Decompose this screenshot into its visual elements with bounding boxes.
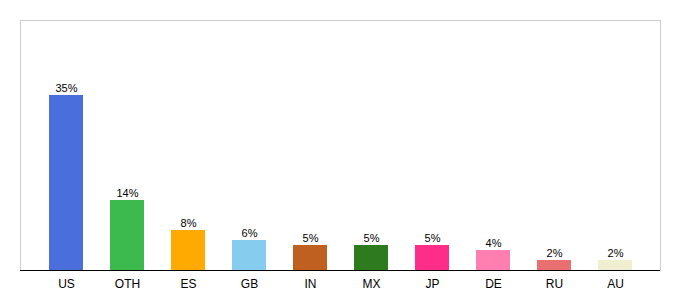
svg-text:6%: 6% <box>242 227 258 239</box>
svg-text:AU: AU <box>607 277 624 291</box>
svg-text:2%: 2% <box>608 247 624 259</box>
svg-text:RU: RU <box>546 277 563 291</box>
svg-text:2%: 2% <box>547 247 563 259</box>
svg-text:14%: 14% <box>116 187 138 199</box>
svg-text:OTH: OTH <box>115 277 140 291</box>
svg-text:GB: GB <box>241 277 258 291</box>
svg-text:ES: ES <box>180 277 196 291</box>
svg-text:JP: JP <box>425 277 439 291</box>
svg-text:5%: 5% <box>303 232 319 244</box>
svg-text:4%: 4% <box>486 237 502 249</box>
svg-text:DE: DE <box>485 277 502 291</box>
svg-text:5%: 5% <box>425 232 441 244</box>
svg-text:8%: 8% <box>181 217 197 229</box>
svg-text:US: US <box>58 277 75 291</box>
svg-text:IN: IN <box>305 277 317 291</box>
svg-text:MX: MX <box>363 277 381 291</box>
svg-text:5%: 5% <box>364 232 380 244</box>
svg-text:35%: 35% <box>55 82 77 94</box>
